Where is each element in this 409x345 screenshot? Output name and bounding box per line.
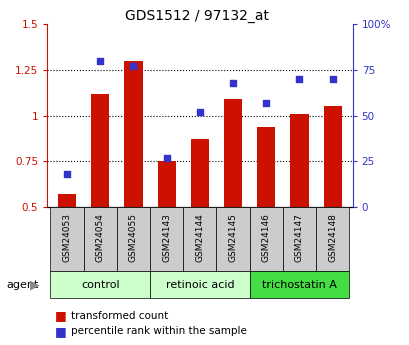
Text: GSM24146: GSM24146 bbox=[261, 213, 270, 262]
Bar bbox=[323, 106, 341, 207]
Bar bbox=[249, 207, 282, 271]
Text: GSM24144: GSM24144 bbox=[195, 213, 204, 262]
Bar bbox=[190, 139, 209, 207]
Bar bbox=[223, 99, 242, 207]
Text: agent: agent bbox=[6, 280, 38, 289]
Text: retinoic acid: retinoic acid bbox=[165, 280, 234, 289]
Text: percentile rank within the sample: percentile rank within the sample bbox=[71, 326, 246, 336]
Bar bbox=[183, 207, 216, 271]
Bar bbox=[50, 207, 83, 271]
Text: GSM24147: GSM24147 bbox=[294, 213, 303, 262]
Bar bbox=[58, 194, 76, 207]
Text: trichostatin A: trichostatin A bbox=[261, 280, 336, 289]
Text: GSM24054: GSM24054 bbox=[96, 213, 105, 262]
Text: ■: ■ bbox=[55, 325, 71, 338]
Text: GSM24143: GSM24143 bbox=[162, 213, 171, 262]
Point bbox=[64, 171, 70, 177]
Bar bbox=[282, 207, 315, 271]
Bar bbox=[216, 207, 249, 271]
Bar bbox=[150, 271, 249, 298]
Text: ■: ■ bbox=[55, 309, 71, 322]
Point bbox=[295, 76, 302, 82]
Text: control: control bbox=[81, 280, 119, 289]
Bar bbox=[157, 161, 175, 207]
Bar bbox=[124, 61, 142, 207]
Bar bbox=[290, 114, 308, 207]
Text: ▶: ▶ bbox=[29, 278, 39, 291]
Bar bbox=[117, 207, 150, 271]
Bar bbox=[315, 207, 348, 271]
Point bbox=[163, 155, 170, 160]
Point bbox=[229, 80, 236, 86]
Point bbox=[262, 100, 269, 106]
Text: GSM24055: GSM24055 bbox=[129, 213, 138, 262]
Point bbox=[328, 76, 335, 82]
Bar bbox=[91, 93, 109, 207]
Point bbox=[130, 63, 137, 69]
Bar bbox=[50, 271, 150, 298]
Text: GSM24145: GSM24145 bbox=[228, 213, 237, 262]
Text: GSM24053: GSM24053 bbox=[63, 213, 72, 262]
Bar bbox=[249, 271, 348, 298]
Bar bbox=[150, 207, 183, 271]
Point bbox=[97, 58, 103, 63]
Text: transformed count: transformed count bbox=[71, 311, 168, 321]
Text: GDS1512 / 97132_at: GDS1512 / 97132_at bbox=[124, 9, 268, 23]
Bar bbox=[256, 127, 275, 207]
Point bbox=[196, 109, 203, 115]
Bar bbox=[83, 207, 117, 271]
Text: GSM24148: GSM24148 bbox=[327, 213, 336, 262]
